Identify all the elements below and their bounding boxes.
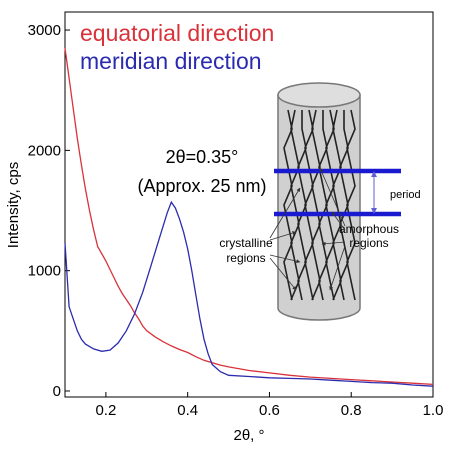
series-line-meridian — [64, 200, 434, 387]
x-tick-label: 0.8 — [341, 402, 362, 419]
legend-meridian: meridian direction — [80, 48, 262, 74]
fibril-line — [290, 109, 300, 301]
y-tick-label: 3000 — [28, 22, 61, 39]
fibril-line — [325, 109, 335, 301]
fibril-lines — [283, 109, 356, 301]
amorphous-pointer-arrow — [329, 245, 346, 291]
fibril-line — [339, 110, 349, 301]
x-axis-label: 2θ, ° — [233, 427, 264, 444]
fibril-line — [346, 109, 356, 301]
crystalline-label-line2: regions — [226, 251, 265, 265]
series-line-equatorial — [64, 48, 434, 386]
fibril-line — [332, 109, 342, 301]
amorphous-label-line1: amorphous — [339, 222, 399, 236]
peak-annotation-size: (Approx. 25 nm) — [137, 176, 266, 196]
amorphous-label-line2: regions — [349, 236, 388, 250]
amorphous-pointer-arrow — [319, 167, 346, 227]
plot-frame — [64, 11, 434, 398]
fibril-line — [311, 109, 321, 301]
peak-annotation-angle: 2θ=0.35° — [166, 147, 239, 167]
y-axis-ticks: 0 1000 2000 3000 — [28, 22, 70, 400]
amorphous-pointer-arrow — [331, 211, 346, 231]
series-layer — [64, 48, 434, 387]
y-tick-label: 2000 — [28, 142, 61, 159]
period-label: period — [390, 189, 421, 201]
crystalline-pointer-arrow — [269, 231, 297, 241]
cylinder-top — [277, 82, 361, 108]
fibril-line — [304, 109, 314, 301]
fibril-line — [297, 110, 307, 301]
fibril-line — [318, 110, 328, 301]
x-tick-label: 0.4 — [177, 402, 198, 419]
y-axis-label: Intensity, cps — [5, 162, 22, 248]
y-tick-label: 1000 — [28, 263, 61, 280]
label-pointer-arrows — [269, 167, 346, 291]
crystalline-pointer-arrow — [269, 187, 301, 239]
crystalline-pointer-arrow — [269, 257, 297, 291]
legend-equatorial: equatorial direction — [80, 20, 274, 46]
crystalline-label-line1: crystalline — [219, 236, 273, 250]
x-tick-label: 0.6 — [259, 402, 280, 419]
fiber-structure-inset: period amorphous regions crystalline reg… — [219, 82, 421, 321]
fibril-line — [283, 109, 293, 301]
x-tick-label: 1.0 — [423, 402, 444, 419]
amorphous-pointer-arrow — [321, 241, 346, 246]
cylinder-body — [277, 94, 361, 321]
x-tick-label: 0.2 — [95, 402, 116, 419]
crystalline-pointer-arrow — [269, 254, 301, 264]
y-tick-label: 0 — [53, 383, 61, 400]
x-axis-ticks: 0.2 0.4 0.6 0.8 1.0 — [95, 392, 443, 419]
